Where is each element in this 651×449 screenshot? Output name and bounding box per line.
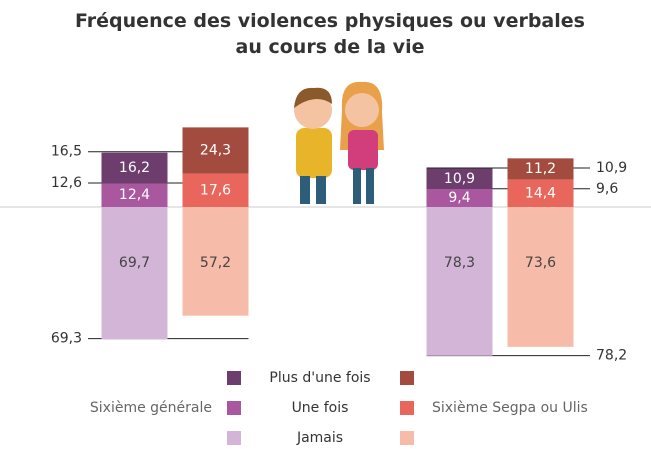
legend-swatch — [227, 431, 241, 445]
chart-title: Fréquence des violences physiques ou ver… — [75, 10, 585, 58]
legend-swatch — [400, 401, 414, 415]
bar-segment — [101, 183, 168, 207]
bar-segment — [182, 127, 249, 174]
bar-segment — [507, 207, 574, 347]
value-label: 16,2 — [119, 160, 150, 176]
reference-label: 16,5 — [51, 144, 82, 160]
legend-swatch — [227, 371, 241, 385]
bar-segment — [426, 189, 493, 207]
reference-label: 69,3 — [51, 331, 82, 347]
value-label: 57,2 — [200, 255, 231, 271]
legend-group-label: Sixième Segpa ou Ulis — [432, 400, 588, 416]
bar-segment — [507, 158, 574, 180]
bar-segment — [182, 207, 249, 316]
legend-label: Plus d'une fois — [269, 370, 370, 386]
value-label: 12,4 — [119, 187, 150, 203]
reference-label: 12,6 — [51, 175, 82, 191]
value-label: 9,4 — [448, 190, 470, 206]
value-label: 24,3 — [200, 142, 231, 158]
boy-figure — [294, 87, 332, 204]
value-label: 17,6 — [200, 182, 231, 198]
value-label: 10,9 — [444, 171, 475, 187]
legend-swatch — [227, 401, 241, 415]
bar-segment — [426, 207, 493, 356]
legend-swatch — [400, 431, 414, 445]
reference-label: 9,6 — [596, 181, 618, 197]
value-label: 14,4 — [525, 185, 556, 201]
legend-label: Jamais — [296, 430, 343, 446]
legend-group-label: Sixième générale — [90, 400, 212, 416]
girl-figure — [340, 81, 384, 204]
legend-swatch — [400, 371, 414, 385]
bar-segment — [426, 168, 493, 190]
bar-segment — [182, 173, 249, 207]
bar-segment — [101, 207, 168, 340]
bar-segment — [507, 179, 574, 207]
bar-segment — [101, 152, 168, 184]
value-label: 69,7 — [119, 255, 150, 271]
reference-label: 10,9 — [596, 160, 627, 176]
legend-label: Une fois — [292, 400, 349, 416]
value-label: 78,3 — [444, 255, 475, 271]
value-label: 11,2 — [525, 161, 556, 177]
value-label: 73,6 — [525, 255, 556, 271]
reference-label: 78,2 — [596, 348, 627, 364]
